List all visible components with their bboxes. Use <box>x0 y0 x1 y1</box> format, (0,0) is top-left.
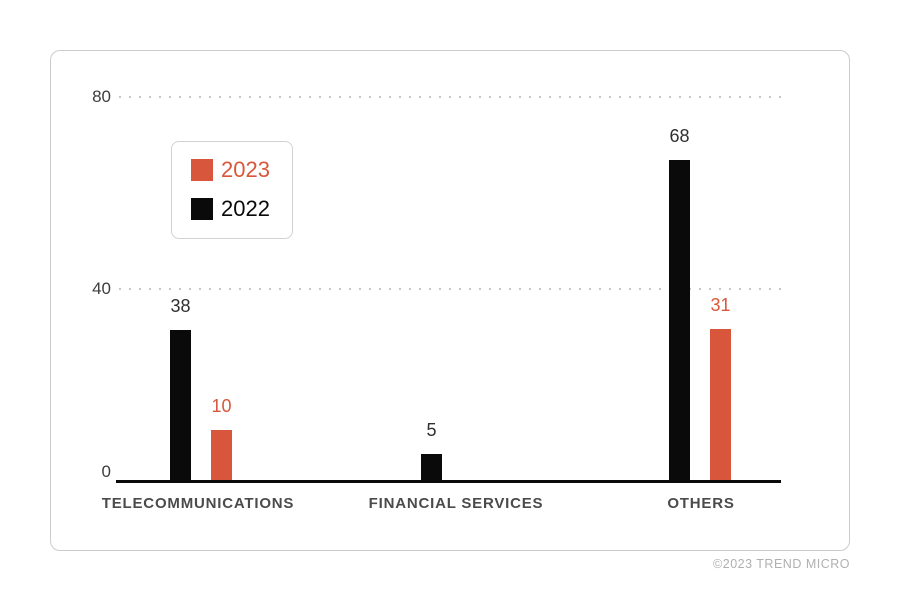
category-label-financial-services: FINANCIAL SERVICES <box>368 495 544 512</box>
legend-item-2023: 2023 <box>191 159 292 181</box>
bar-2023-others <box>710 329 731 480</box>
x-axis-line <box>116 480 781 483</box>
bar-2022-others <box>669 160 690 480</box>
value-label-2022-others: 68 <box>669 126 690 146</box>
bar-2022-financial-services <box>421 454 442 480</box>
bar-2023-telecommunications <box>211 430 232 480</box>
value-label-2022-financial-services: 5 <box>426 420 437 440</box>
gridline-80 <box>119 96 781 98</box>
legend-swatch-2023-icon <box>191 159 213 181</box>
y-tick-0: 0 <box>101 462 111 481</box>
legend-item-2022: 2022 <box>191 198 292 220</box>
category-label-telecommunications: TELECOMMUNICATIONS <box>101 495 295 512</box>
chart-card: 80 40 0 2023 2022 38 10 5 68 31 TELECOMMUNIC… <box>50 50 850 551</box>
y-tick-40: 40 <box>92 279 111 298</box>
bar-2022-telecommunications <box>170 330 191 480</box>
value-label-2023-telecommunications: 10 <box>211 396 232 416</box>
chart-legend: 2023 2022 <box>171 141 293 239</box>
copyright-text: ©2023 TREND MICRO <box>713 557 850 571</box>
gridline-40 <box>119 288 781 290</box>
category-label-others: OTHERS <box>667 495 735 512</box>
legend-label-2023: 2023 <box>221 157 270 182</box>
value-label-2022-telecommunications: 38 <box>170 296 191 316</box>
legend-label-2022: 2022 <box>221 196 270 221</box>
y-tick-80: 80 <box>92 87 111 106</box>
value-label-2023-others: 31 <box>710 295 731 315</box>
legend-swatch-2022-icon <box>191 198 213 220</box>
